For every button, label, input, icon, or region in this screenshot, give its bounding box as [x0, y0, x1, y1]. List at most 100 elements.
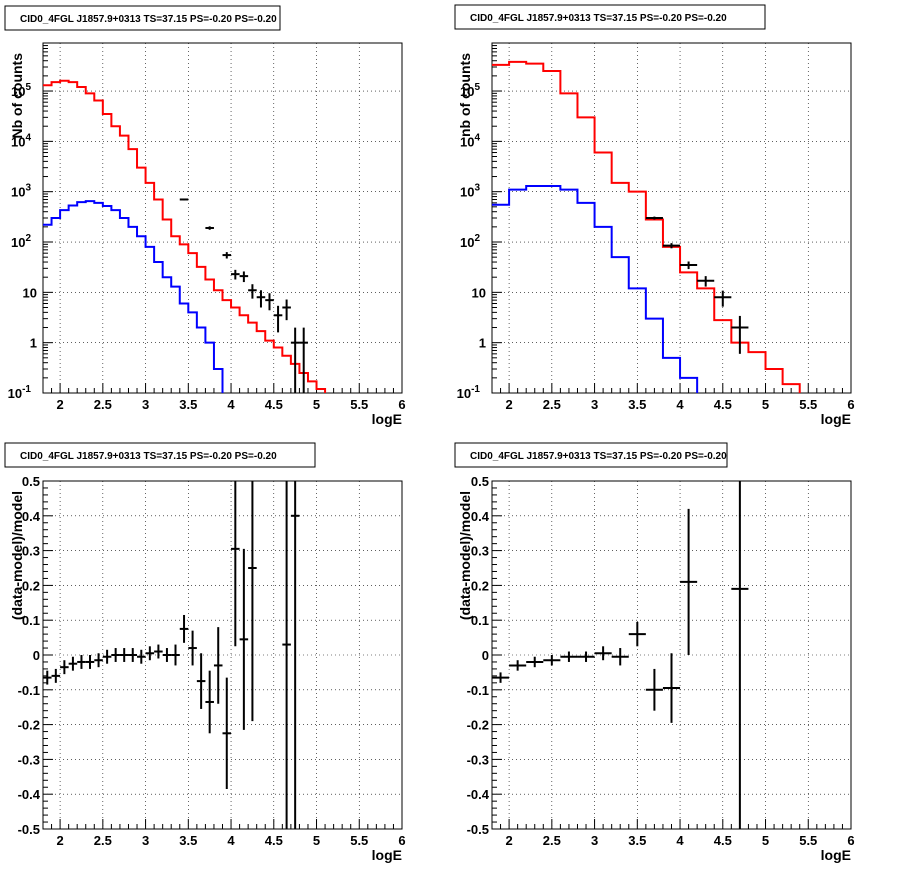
data-point — [256, 290, 266, 308]
x-tick-label: 3 — [591, 397, 598, 412]
data-point — [492, 672, 510, 683]
y-tick-label: 10-1 — [8, 384, 32, 401]
plot-frame — [491, 42, 852, 394]
x-tick-label: 5 — [313, 397, 320, 412]
data-point — [248, 284, 257, 299]
x-tick-label: 2.5 — [94, 397, 112, 412]
data-point — [680, 261, 698, 270]
data-point — [188, 630, 197, 666]
data-point — [680, 508, 698, 655]
data-point — [299, 327, 308, 393]
data-point — [611, 648, 629, 666]
grid — [43, 43, 403, 394]
y-tick-label: 103 — [460, 183, 480, 200]
x-tick-label: 2 — [505, 833, 512, 848]
data-point — [645, 668, 663, 711]
y-tick-label: 0.2 — [22, 578, 40, 593]
y-tick-label: 104 — [11, 132, 31, 149]
data-point — [222, 677, 232, 789]
y-tick-label: 0.4 — [22, 509, 41, 524]
data-point — [662, 243, 681, 249]
data-point — [171, 644, 180, 666]
x-tick-label: 4.5 — [265, 397, 283, 412]
x-tick-label: 2 — [56, 397, 63, 412]
data-point — [111, 648, 120, 662]
y-tick-label: 0 — [482, 648, 489, 663]
data-point — [248, 481, 257, 722]
x-axis-title: logE — [821, 847, 851, 863]
y-tick-label: 105 — [11, 82, 31, 99]
y-tick-label: -0.1 — [18, 683, 40, 698]
data-point — [196, 653, 206, 709]
y-tick-label: 0.1 — [22, 613, 40, 628]
y-tick-label: 102 — [11, 233, 31, 250]
y-tick-label: 0.3 — [471, 544, 489, 559]
x-tick-label: 4 — [676, 397, 684, 412]
title-frame — [4, 442, 316, 468]
y-tick-label: 104 — [460, 132, 480, 149]
x-tick-label: 2.5 — [543, 397, 561, 412]
y-tick-label: 0.1 — [471, 613, 489, 628]
data-point — [102, 649, 112, 664]
x-tick-label: 4.5 — [265, 833, 283, 848]
y-tick-label: 0.5 — [471, 474, 489, 489]
x-tick-label: 4 — [676, 833, 684, 848]
y-tick-label: 0.4 — [471, 509, 490, 524]
plot-frame — [42, 480, 403, 830]
data-point — [205, 670, 214, 734]
x-tick-label: 6 — [398, 397, 405, 412]
data-point — [543, 655, 561, 666]
panel-title: CID0_4FGL J1857.9+0313 TS=37.15 PS=-0.20… — [470, 13, 727, 24]
data-point — [731, 315, 749, 354]
data-point — [179, 614, 189, 643]
y-tick-label: 103 — [11, 183, 31, 200]
x-tick-label: 4 — [227, 397, 235, 412]
y-tick-label: -0.2 — [467, 718, 489, 733]
x-tick-label: 3.5 — [179, 833, 197, 848]
data-point — [628, 621, 646, 647]
panel-title-box: CID0_4FGL J1857.9+0313 TS=37.15 PS=-0.20… — [454, 4, 766, 30]
data-point — [594, 646, 612, 661]
data-point — [290, 327, 300, 393]
x-tick-label: 5.5 — [799, 833, 817, 848]
data-point — [231, 269, 240, 280]
panel-title: CID0_4FGL J1857.9+0313 TS=37.15 PS=-0.20… — [20, 451, 277, 462]
y-tick-label: -0.4 — [18, 787, 41, 802]
data-point — [697, 276, 715, 287]
data-point — [265, 293, 274, 311]
y-axis-title: (data-model)/model — [457, 491, 473, 620]
data-point — [239, 548, 249, 730]
y-tick-label: -0.2 — [18, 718, 40, 733]
plot-area — [43, 481, 300, 829]
data-point — [509, 660, 527, 671]
y-tick-label: -0.3 — [467, 752, 489, 767]
data-point — [137, 649, 146, 664]
data-point — [154, 644, 163, 659]
histogram-model-total — [43, 79, 327, 393]
x-tick-label: 2 — [56, 833, 63, 848]
data-point — [577, 651, 595, 662]
x-tick-label: 6 — [847, 397, 854, 412]
y-tick-label: -0.5 — [467, 822, 489, 837]
y-tick-label: 105 — [460, 82, 480, 99]
panel-2: CID0_4FGL J1857.9+0313 TS=37.15 PS=-0.20… — [454, 4, 855, 427]
y-tick-label: 0.3 — [22, 544, 40, 559]
y-axis-title: Nb of counts — [9, 53, 25, 139]
data-point — [119, 648, 129, 662]
y-axis: -0.5 -0.4 -0.3 -0.2 -0.1 0 0.1 0.2 0.3 0.4 0.5 (dat… — [457, 474, 502, 837]
panel-title-box: CID0_4FGL J1857.9+0313 TS=37.15 PS=-0.20… — [4, 442, 316, 468]
x-tick-label: 5.5 — [350, 833, 368, 848]
x-tick-label: 4 — [227, 833, 235, 848]
x-tick-label: 3.5 — [628, 397, 646, 412]
histogram-model-source — [43, 200, 224, 393]
panel-3: CID0_4FGL J1857.9+0313 TS=37.15 PS=-0.20… — [4, 442, 406, 863]
x-tick-label: 4.5 — [714, 833, 732, 848]
panel-title: CID0_4FGL J1857.9+0313 TS=37.15 PS=-0.20… — [20, 14, 277, 25]
y-tick-label: 10-1 — [457, 384, 481, 401]
x-axis-title: logE — [372, 847, 402, 863]
